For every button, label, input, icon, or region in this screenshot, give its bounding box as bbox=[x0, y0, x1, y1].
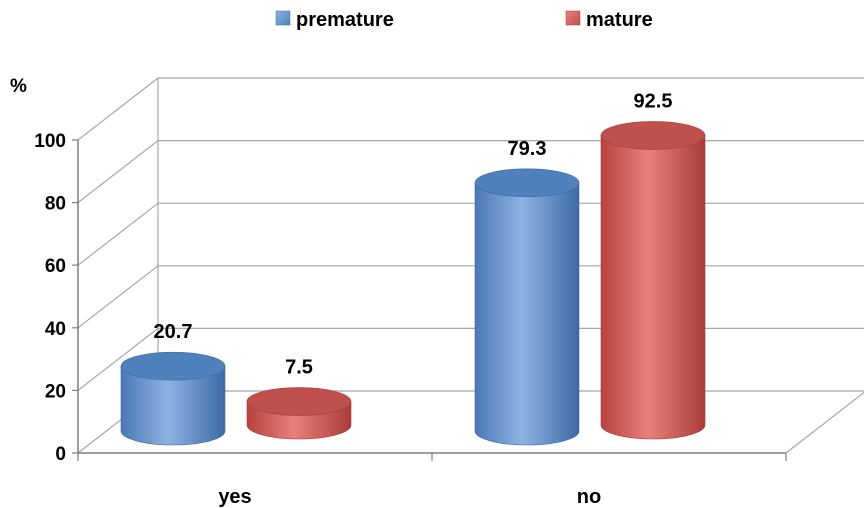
y-tick-label: 80 bbox=[45, 194, 66, 215]
data-label-premature-yes: 20.7 bbox=[154, 321, 193, 343]
legend-label-mature: mature bbox=[586, 9, 653, 31]
y-tick-label: 20 bbox=[45, 381, 66, 402]
y-tick-label: 40 bbox=[45, 319, 66, 340]
floor-right-edge bbox=[785, 391, 864, 454]
legend-item-premature: premature bbox=[275, 9, 394, 31]
axes bbox=[77, 140, 787, 461]
gridline-side bbox=[77, 265, 159, 329]
bar-premature-yes bbox=[120, 351, 226, 446]
bar-mature-no bbox=[600, 121, 706, 440]
y-axis-ticks: 0 20 40 60 80 100 bbox=[34, 131, 78, 465]
bar-premature-no bbox=[474, 168, 580, 446]
y-tick-label: 60 bbox=[45, 256, 66, 277]
category-label-yes: yes bbox=[218, 486, 251, 508]
category-labels: yes no bbox=[218, 486, 601, 508]
bar-top bbox=[474, 168, 580, 198]
bar-body bbox=[120, 365, 226, 446]
gridline-side bbox=[77, 140, 159, 204]
bar-body bbox=[474, 182, 580, 446]
bar-body bbox=[600, 135, 706, 440]
gridline-side bbox=[77, 202, 159, 266]
chart-walls bbox=[157, 78, 864, 454]
bar-top bbox=[600, 121, 706, 150]
gridline-side bbox=[77, 327, 159, 391]
data-label-mature-no: 92.5 bbox=[634, 90, 673, 112]
legend-label-premature: premature bbox=[296, 9, 394, 31]
legend-item-mature: mature bbox=[565, 9, 653, 31]
bar-top bbox=[120, 351, 226, 381]
y-tick-label: 100 bbox=[34, 131, 66, 152]
bars bbox=[120, 121, 706, 446]
y-axis-unit-label: % bbox=[10, 76, 27, 97]
data-labels: 20.7 7.5 79.3 92.5 bbox=[154, 90, 673, 378]
gridline-side bbox=[77, 77, 159, 141]
bar-top bbox=[246, 387, 352, 416]
legend-swatch-premature bbox=[275, 10, 291, 26]
y-tick-label: 0 bbox=[55, 444, 66, 465]
category-label-no: no bbox=[577, 486, 601, 508]
bar-mature-yes bbox=[246, 387, 352, 440]
legend: premature mature bbox=[275, 9, 653, 31]
data-label-premature-no: 79.3 bbox=[508, 138, 547, 160]
legend-swatch-mature bbox=[565, 10, 581, 26]
data-label-mature-yes: 7.5 bbox=[285, 357, 313, 379]
